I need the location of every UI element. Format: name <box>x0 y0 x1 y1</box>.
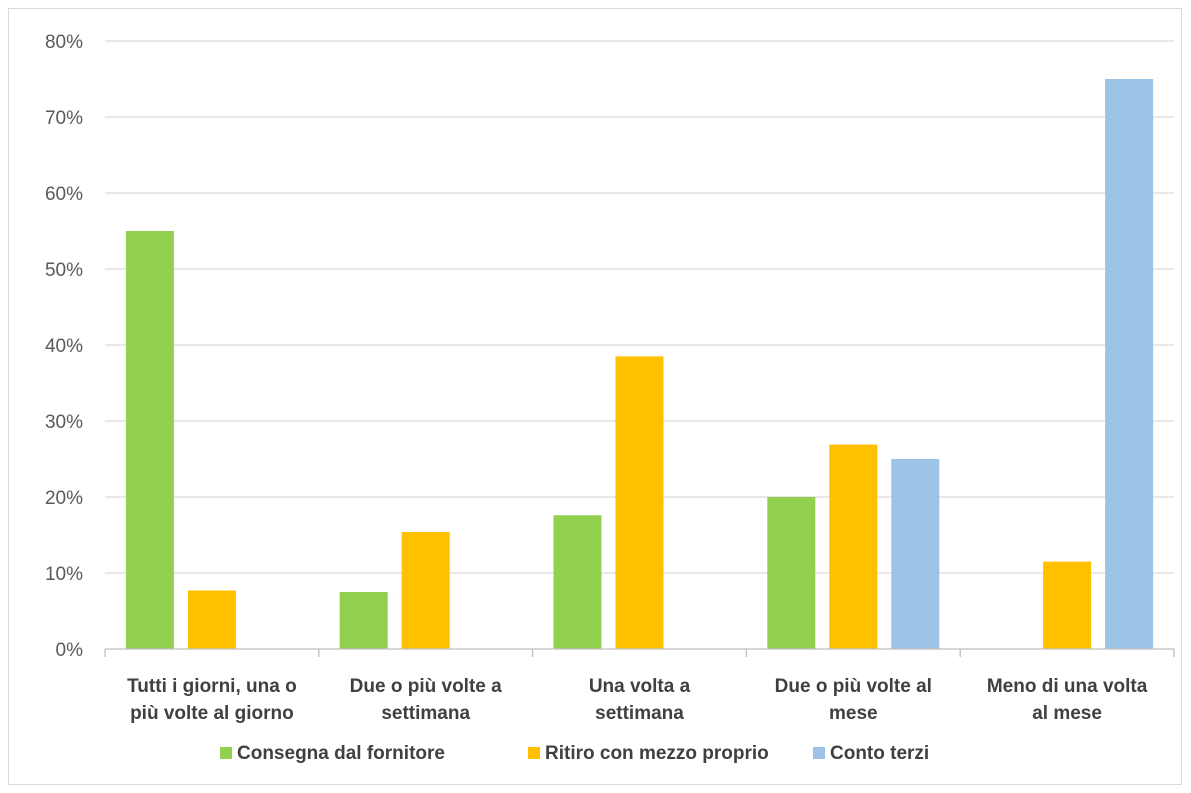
bar <box>553 515 602 649</box>
x-category-label: Due o più volte a <box>350 676 502 697</box>
chart-frame: 0% 10% 20% 30% 40% 50% 60% 70% 80% Tutti i giorn… <box>8 8 1182 785</box>
x-axis: Tutti i giorni, una o più volte al giorno… <box>104 648 1175 724</box>
x-category-label: Due o più volte al <box>775 676 932 697</box>
y-tick-label: 80% <box>45 32 83 53</box>
legend-label: Conto terzi <box>830 743 929 764</box>
x-category-label: mese <box>829 703 878 724</box>
bar <box>615 356 664 649</box>
y-tick-label: 70% <box>45 108 83 129</box>
x-category-label: Tutti i giorni, una o <box>127 676 297 697</box>
legend-swatch <box>813 747 825 759</box>
bar <box>125 231 174 649</box>
y-tick-label: 0% <box>56 640 84 661</box>
x-category-label: più volte al giorno <box>130 703 294 724</box>
legend-label: Ritiro con mezzo proprio <box>545 743 769 764</box>
y-tick-label: 40% <box>45 336 83 357</box>
x-category-label: Meno di una volta <box>987 676 1148 697</box>
bar <box>1105 79 1154 649</box>
bars <box>125 79 1154 649</box>
x-category-label: settimana <box>595 703 684 724</box>
bar <box>187 590 236 649</box>
y-tick-label: 20% <box>45 488 83 509</box>
bar <box>339 592 388 649</box>
bar-chart: 0% 10% 20% 30% 40% 50% 60% 70% 80% Tutti i giorn… <box>45 32 1175 764</box>
x-category-label: Una volta a <box>589 676 691 697</box>
legend-label: Consegna dal fornitore <box>237 743 445 764</box>
y-tick-label: 60% <box>45 184 83 205</box>
x-category-label: settimana <box>381 703 470 724</box>
bar <box>1043 561 1092 649</box>
legend-swatch <box>220 747 232 759</box>
x-category-label: al mese <box>1032 703 1102 724</box>
y-tick-label: 50% <box>45 260 83 281</box>
y-axis: 0% 10% 20% 30% 40% 50% 60% 70% 80% <box>45 32 83 661</box>
y-tick-label: 30% <box>45 412 83 433</box>
legend: Consegna dal fornitore Ritiro con mezzo p… <box>220 743 929 764</box>
bar <box>829 444 878 649</box>
y-tick-label: 10% <box>45 564 83 585</box>
bar <box>891 459 940 649</box>
bar <box>767 497 816 649</box>
legend-swatch <box>528 747 540 759</box>
bar <box>401 531 450 649</box>
